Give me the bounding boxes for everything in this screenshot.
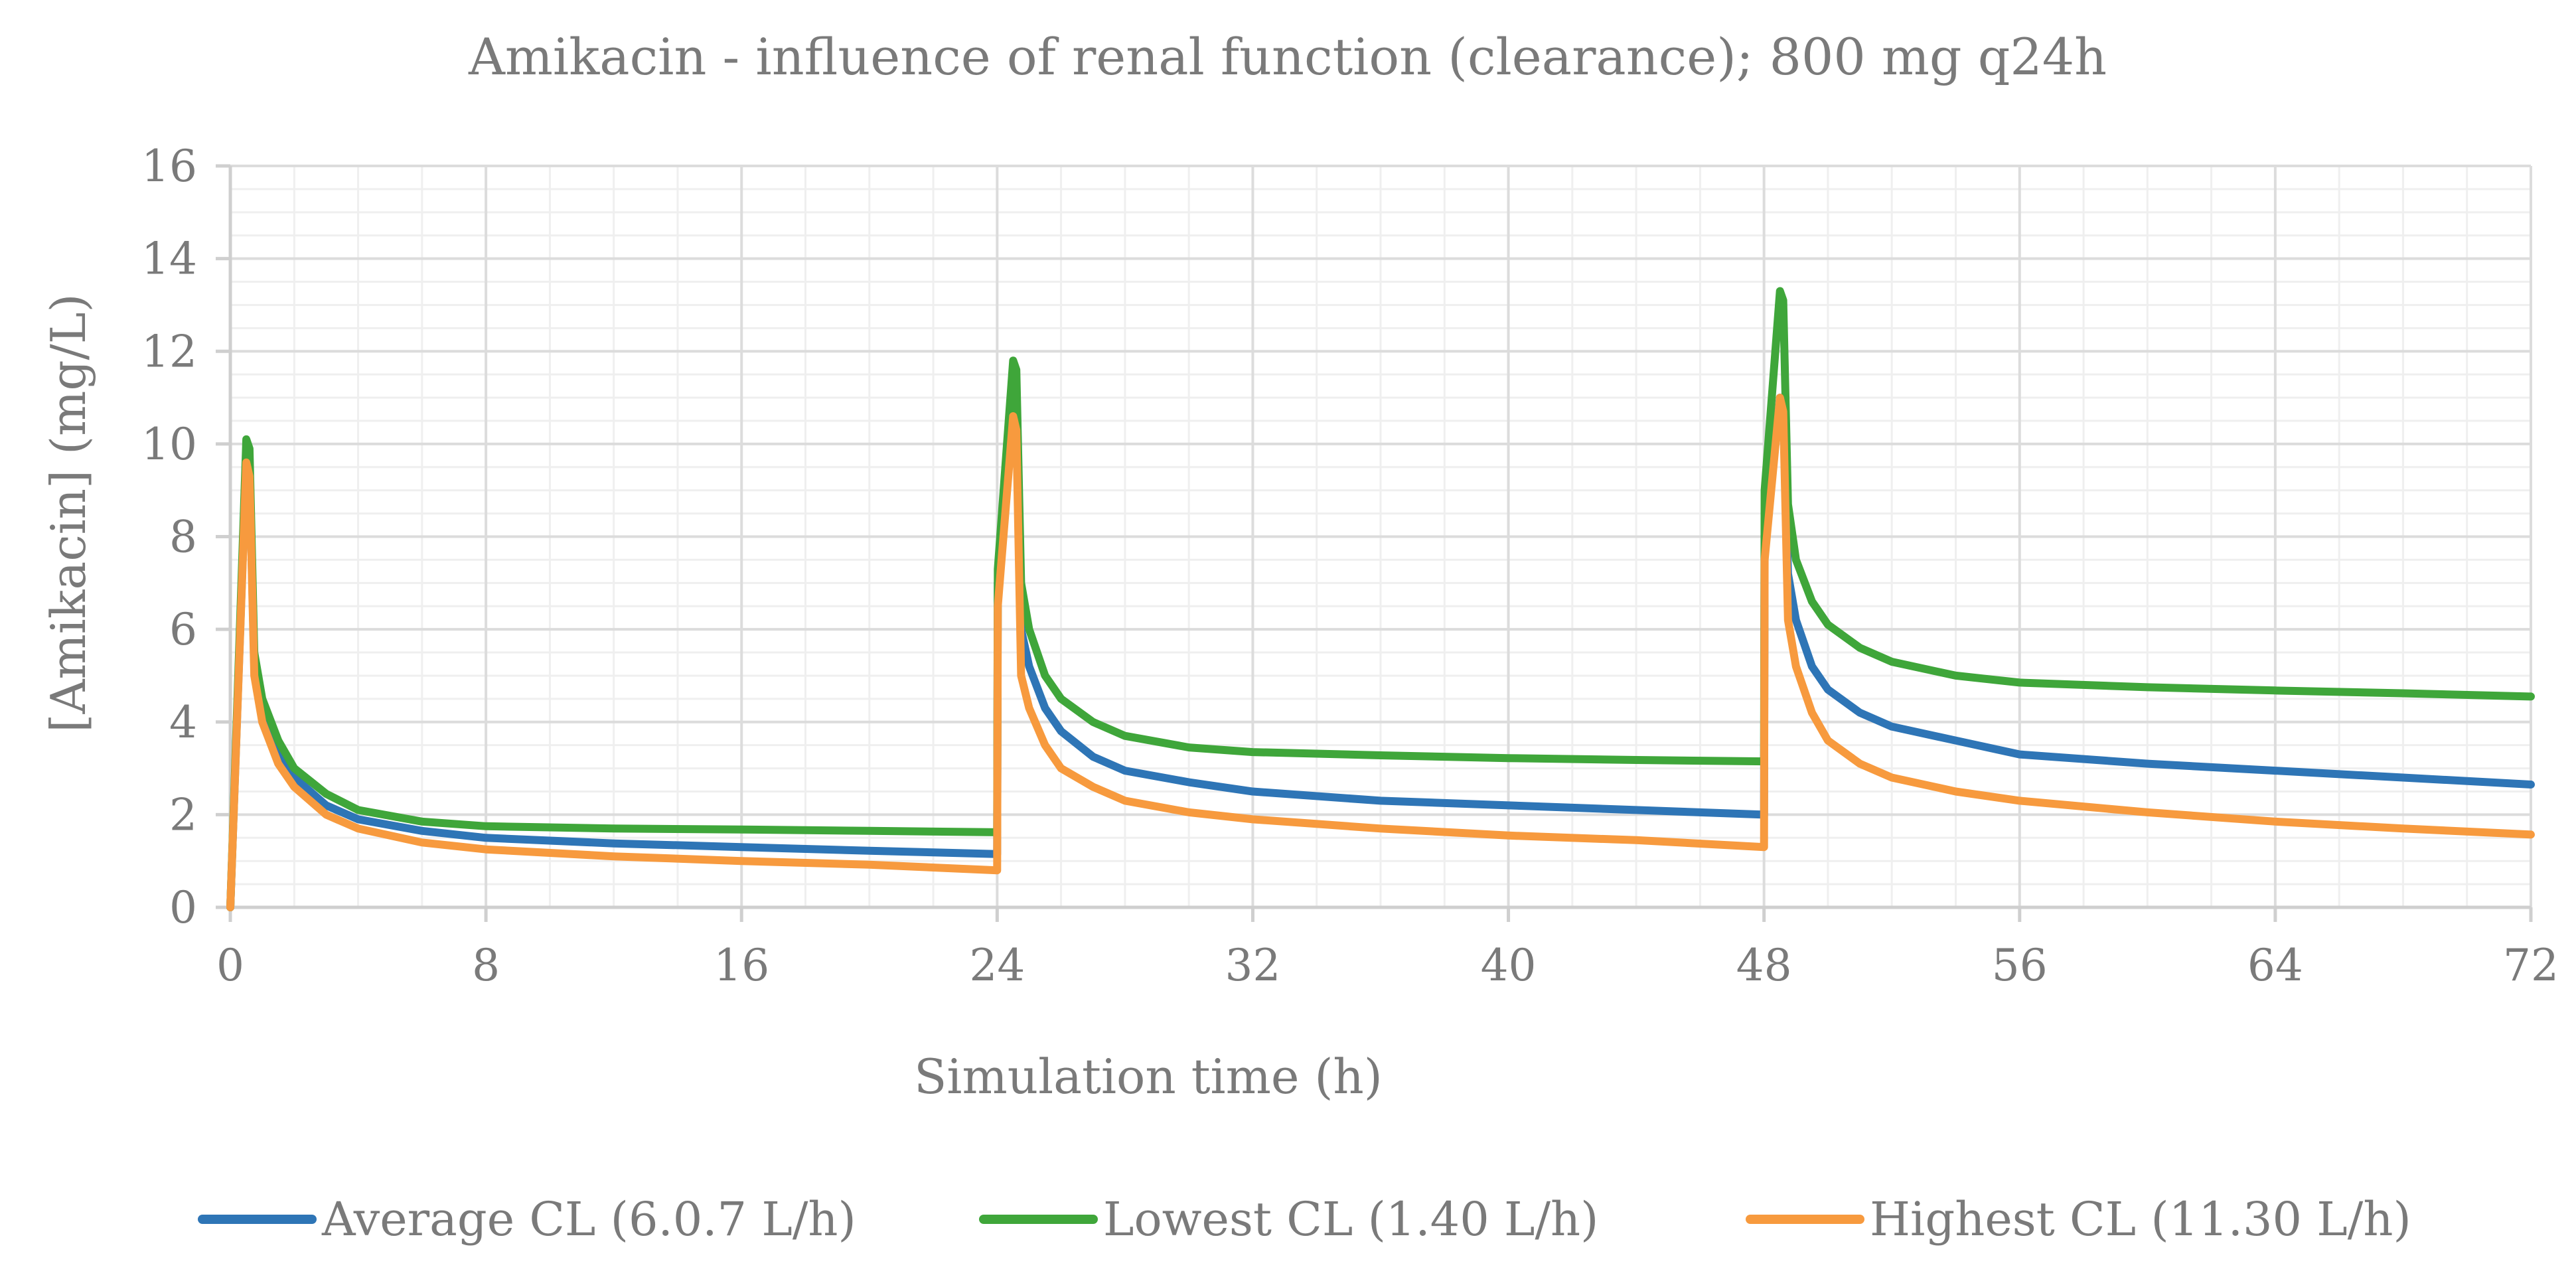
y-tick-label: 16 [141, 141, 197, 192]
chart-title: Amikacin - influence of renal function (… [468, 27, 2107, 86]
grid [230, 165, 2532, 907]
y-tick-label: 2 [169, 789, 197, 840]
x-tick-label: 24 [969, 940, 1025, 991]
y-tick-label: 12 [141, 326, 197, 377]
y-tick-label: 8 [169, 512, 197, 563]
series-line-2 [226, 287, 2535, 911]
y-tick-label: 10 [141, 419, 197, 470]
x-tick-label: 72 [2503, 940, 2559, 991]
x-tick-label: 64 [2247, 940, 2303, 991]
y-tick-label: 14 [141, 234, 197, 285]
legend-label: Lowest CL (1.40 L/h) [1103, 1192, 1598, 1247]
x-tick-label: 48 [1736, 940, 1792, 991]
x-tick-label: 16 [714, 940, 769, 991]
legend-item-3: Highest CL (11.30 L/h) [1746, 1192, 2411, 1247]
legend: Average CL (6.0.7 L/h) Lowest CL (1.40 L/… [198, 1192, 2411, 1247]
legend-label: Highest CL (11.30 L/h) [1870, 1192, 2411, 1247]
y-axis-label: [Amikacin] (mg/L) [40, 293, 96, 732]
y-tick-label: 4 [169, 697, 197, 748]
y-tick-label: 6 [169, 604, 197, 655]
x-tick-label: 0 [216, 940, 244, 991]
legend-label: Average CL (6.0.7 L/h) [321, 1192, 856, 1247]
legend-item-2: Lowest CL (1.40 L/h) [979, 1192, 1598, 1247]
x-axis-label: Simulation time (h) [914, 1049, 1383, 1104]
x-tick-label: 56 [1992, 940, 2048, 991]
legend-item-1: Average CL (6.0.7 L/h) [198, 1192, 856, 1247]
series-line-1 [226, 394, 2535, 911]
x-tick-label: 32 [1225, 940, 1280, 991]
series-lines [226, 287, 2535, 911]
x-tick-label: 40 [1481, 940, 1537, 991]
x-tick-label: 8 [472, 940, 500, 991]
series-line-3 [226, 394, 2535, 911]
y-tick-label: 0 [169, 882, 197, 933]
